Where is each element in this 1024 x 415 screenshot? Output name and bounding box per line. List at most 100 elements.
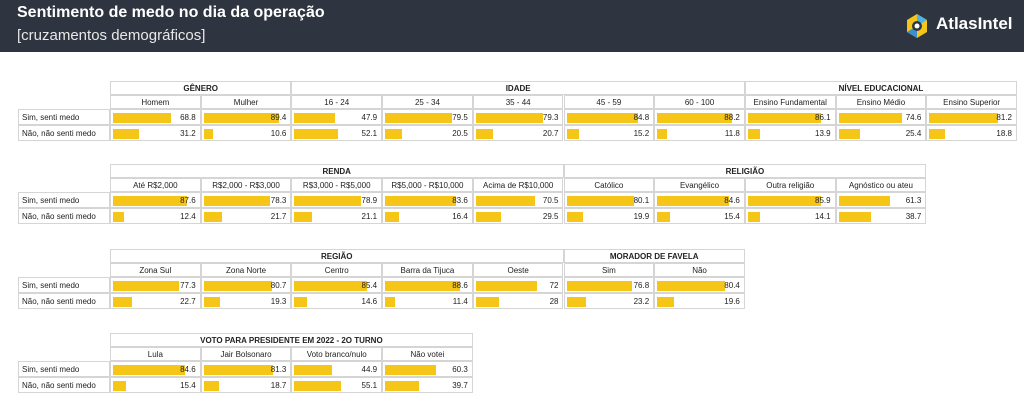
value-cell: 79.5 <box>382 109 473 125</box>
value-cell: 88.2 <box>654 109 745 125</box>
row-label: Não, não senti medo <box>18 377 110 393</box>
data-label: 81.2 <box>996 113 1012 122</box>
category-header: Lula <box>110 347 201 361</box>
row-label: Sim, senti medo <box>18 277 110 293</box>
data-label: 72 <box>549 281 559 290</box>
data-label: 86.1 <box>815 113 831 122</box>
category-header: 45 - 59 <box>563 95 655 109</box>
data-bar <box>203 281 273 291</box>
group-header: RELIGIÃO <box>563 164 927 178</box>
row-label: Não, não senti medo <box>18 125 110 141</box>
row-label: Sim, senti medo <box>18 109 110 125</box>
category-header: 60 - 100 <box>654 95 745 109</box>
value-cell: 22.7 <box>110 293 201 309</box>
data-bar <box>113 212 124 222</box>
category-header: Oeste <box>472 263 564 277</box>
category-header: Homem <box>110 95 201 109</box>
category-header: Jair Bolsonaro <box>200 347 292 361</box>
value-cell: 86.1 <box>744 109 836 125</box>
data-label: 10.6 <box>270 129 287 138</box>
group-header: IDADE <box>291 81 745 95</box>
data-bar <box>475 281 537 291</box>
category-header: Evangélico <box>654 178 745 192</box>
data-label: 44.9 <box>361 365 378 374</box>
category-header: Não votei <box>382 347 473 361</box>
data-label: 16.4 <box>452 212 468 221</box>
value-cell: 52.1 <box>291 125 383 141</box>
category-header: 35 - 44 <box>472 95 564 109</box>
data-label: 23.2 <box>633 297 650 306</box>
value-cell: 76.8 <box>563 277 655 293</box>
data-label: 39.7 <box>452 381 468 390</box>
data-bar <box>294 212 313 222</box>
value-cell: 55.1 <box>291 377 383 393</box>
data-label: 84.6 <box>180 365 196 374</box>
data-bar <box>294 365 333 375</box>
data-label: 68.8 <box>180 113 196 122</box>
data-label: 11.8 <box>724 129 740 138</box>
data-bar <box>475 297 500 307</box>
data-bar <box>203 381 220 391</box>
value-cell: 15.4 <box>110 377 201 393</box>
data-bar <box>203 297 220 307</box>
value-cell: 44.9 <box>291 361 383 377</box>
data-bar <box>657 281 726 291</box>
data-label: 13.9 <box>815 129 831 138</box>
data-bar <box>385 212 399 222</box>
value-cell: 19.3 <box>200 293 292 309</box>
data-bar <box>385 281 461 291</box>
data-bar <box>838 113 902 123</box>
data-bar <box>294 129 339 139</box>
value-cell: 19.6 <box>654 293 745 309</box>
data-bar <box>385 196 456 206</box>
data-label: 14.1 <box>815 212 831 221</box>
category-header: Centro <box>291 263 383 277</box>
data-label: 85.4 <box>361 281 378 290</box>
data-label: 79.3 <box>542 113 559 122</box>
category-header: Barra da Tijuca <box>382 263 473 277</box>
value-cell: 72 <box>472 277 564 293</box>
value-cell: 16.4 <box>382 208 473 224</box>
data-bar <box>294 113 335 123</box>
data-bar <box>203 113 280 123</box>
value-cell: 15.2 <box>563 125 655 141</box>
data-label: 83.6 <box>452 196 468 205</box>
category-header: R$5,000 - R$10,000 <box>382 178 473 192</box>
category-header: 16 - 24 <box>291 95 383 109</box>
data-label: 61.3 <box>905 196 922 205</box>
category-header: Agnóstico ou ateu <box>835 178 927 192</box>
value-cell: 80.1 <box>563 192 655 208</box>
data-label: 88.2 <box>724 113 740 122</box>
data-bar <box>385 365 437 375</box>
data-bar <box>929 113 999 123</box>
value-cell: 28 <box>472 293 564 309</box>
value-cell: 31.2 <box>110 125 201 141</box>
data-bar <box>747 113 821 123</box>
category-header: 25 - 34 <box>382 95 473 109</box>
value-cell: 84.8 <box>563 109 655 125</box>
data-label: 18.8 <box>996 129 1012 138</box>
data-label: 22.7 <box>180 297 196 306</box>
row-label: Não, não senti medo <box>18 293 110 309</box>
data-label: 25.4 <box>905 129 922 138</box>
group-header: VOTO PARA PRESIDENTE EM 2022 - 2O TURNO <box>110 333 473 347</box>
value-cell: 25.4 <box>835 125 927 141</box>
data-label: 79.5 <box>452 113 468 122</box>
category-header: Voto branco/nulo <box>291 347 383 361</box>
value-cell: 47.9 <box>291 109 383 125</box>
data-bar <box>657 196 729 206</box>
data-bar <box>838 196 891 206</box>
value-cell: 21.1 <box>291 208 383 224</box>
category-header: Ensino Fundamental <box>744 95 836 109</box>
atlasintel-logo-icon <box>907 14 927 38</box>
data-bar <box>113 196 188 206</box>
data-bar <box>294 297 307 307</box>
value-cell: 84.6 <box>110 361 201 377</box>
data-label: 88.6 <box>452 281 468 290</box>
data-label: 19.6 <box>724 297 740 306</box>
data-label: 52.1 <box>361 129 378 138</box>
data-bar <box>113 381 126 391</box>
value-cell: 80.4 <box>654 277 745 293</box>
category-header: Não <box>654 263 745 277</box>
